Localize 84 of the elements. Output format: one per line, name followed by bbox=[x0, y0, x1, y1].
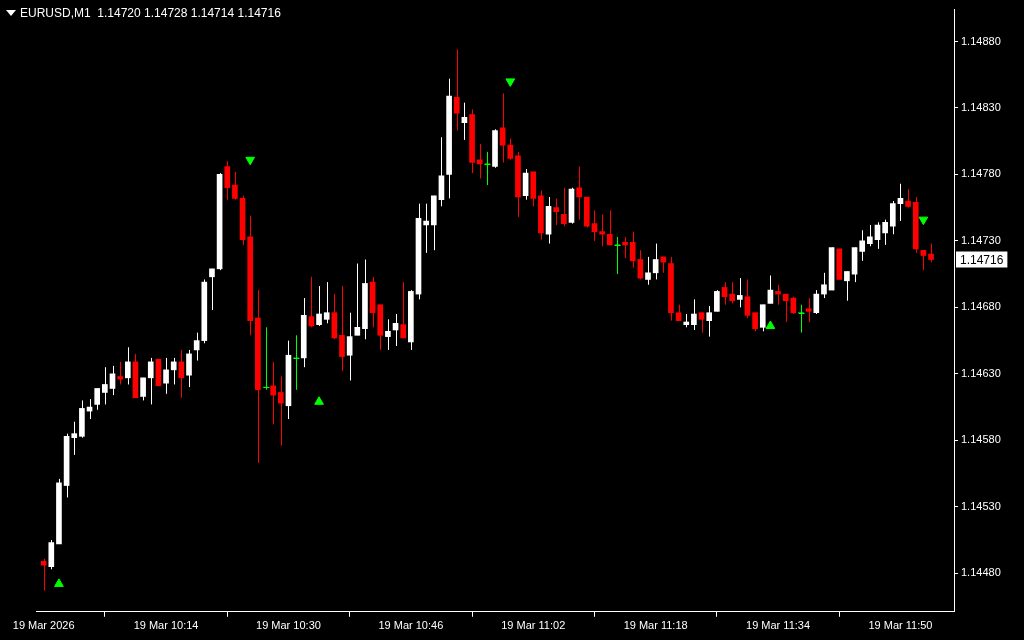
candlestick bbox=[270, 361, 276, 425]
y-tick-label: 1.14880 bbox=[961, 34, 1001, 47]
y-tick-label: 1.14730 bbox=[961, 233, 1001, 246]
candlestick bbox=[507, 138, 514, 161]
candlestick bbox=[346, 312, 353, 381]
candlestick bbox=[759, 304, 766, 332]
candlestick bbox=[706, 305, 713, 338]
x-tick-label: 19 Mar 11:34 bbox=[746, 619, 811, 632]
candlestick bbox=[209, 268, 215, 311]
candlestick bbox=[339, 285, 345, 372]
y-tick-label: 1.14480 bbox=[961, 566, 1001, 579]
candlestick bbox=[476, 143, 483, 179]
candlestick bbox=[744, 278, 751, 319]
candlestick bbox=[124, 346, 131, 385]
candlestick bbox=[71, 421, 78, 456]
candlestick bbox=[484, 151, 491, 186]
candlestick bbox=[163, 357, 169, 395]
candlestick bbox=[752, 312, 758, 332]
point bbox=[505, 78, 516, 87]
y-tick-label: 1.14630 bbox=[961, 366, 1001, 379]
candlestick bbox=[882, 219, 888, 246]
candlestick bbox=[147, 357, 154, 405]
x-tick-label: 19 Mar 2026 bbox=[12, 619, 75, 632]
candlestick bbox=[805, 297, 812, 323]
candlestick bbox=[277, 376, 284, 447]
point bbox=[54, 578, 64, 587]
candlestick bbox=[889, 200, 896, 235]
candlestick bbox=[798, 304, 805, 334]
candlestick bbox=[729, 281, 735, 304]
text: 1.14716 bbox=[960, 252, 1004, 267]
candlestick bbox=[629, 231, 636, 268]
candlestick bbox=[599, 213, 605, 247]
candlestick bbox=[323, 281, 330, 324]
candlestick bbox=[224, 160, 231, 201]
candlestick bbox=[170, 357, 177, 385]
x-tick-label: 19 Mar 10:46 bbox=[378, 619, 444, 632]
candlestick bbox=[844, 270, 850, 302]
candlestick bbox=[576, 165, 582, 221]
candlestick bbox=[622, 236, 628, 259]
candlestick bbox=[782, 293, 789, 323]
candlestick bbox=[859, 229, 866, 262]
y-tick-label: 1.14830 bbox=[961, 101, 1001, 113]
candlestick bbox=[775, 284, 781, 306]
candlestick bbox=[94, 387, 101, 411]
candlestick bbox=[606, 209, 613, 246]
y-tick-label: 1.14530 bbox=[961, 499, 1001, 512]
candlestick bbox=[867, 224, 873, 247]
candlestick bbox=[645, 256, 651, 286]
x-tick-label: 19 Mar 11:18 bbox=[623, 619, 688, 632]
x-tick-label: 19 Mar 10:30 bbox=[256, 619, 321, 632]
candlestick bbox=[400, 281, 407, 339]
x-tick-label: 19 Mar 11:50 bbox=[868, 619, 933, 632]
candlestick bbox=[821, 272, 827, 299]
candlestick bbox=[423, 203, 429, 254]
candlestick bbox=[553, 197, 560, 226]
candlestick bbox=[813, 289, 820, 315]
candlestick bbox=[714, 289, 720, 312]
chart-title: EURUSD,M1 1.14720 1.14728 1.14714 1.14716 bbox=[20, 6, 281, 20]
y-tick-label: 1.14680 bbox=[961, 300, 1001, 313]
candlestick bbox=[736, 277, 743, 308]
candlestick bbox=[186, 349, 192, 388]
point bbox=[918, 216, 929, 226]
candlestick bbox=[698, 312, 705, 334]
candlestick bbox=[40, 558, 47, 592]
candlestick bbox=[905, 188, 911, 209]
candlestick bbox=[453, 48, 460, 132]
candlestick bbox=[232, 171, 238, 201]
candlestick bbox=[316, 285, 322, 327]
candlestick bbox=[354, 263, 361, 336]
candlestick bbox=[591, 209, 598, 242]
x-tick-label: 19 Mar 11:02 bbox=[501, 619, 566, 632]
candlestick bbox=[385, 318, 391, 351]
candlestick bbox=[102, 366, 108, 405]
point bbox=[314, 396, 324, 405]
y-tick-label: 1.14580 bbox=[961, 433, 1001, 446]
point bbox=[245, 156, 256, 166]
y-tick-label: 1.14780 bbox=[961, 167, 1001, 180]
candlestick bbox=[614, 236, 621, 275]
candlestick bbox=[928, 243, 934, 263]
candlestick bbox=[561, 187, 567, 227]
candlestick bbox=[691, 298, 697, 331]
candlestick bbox=[117, 361, 123, 385]
point bbox=[765, 320, 776, 329]
x-tick-label: 19 Mar 10:14 bbox=[133, 619, 199, 632]
